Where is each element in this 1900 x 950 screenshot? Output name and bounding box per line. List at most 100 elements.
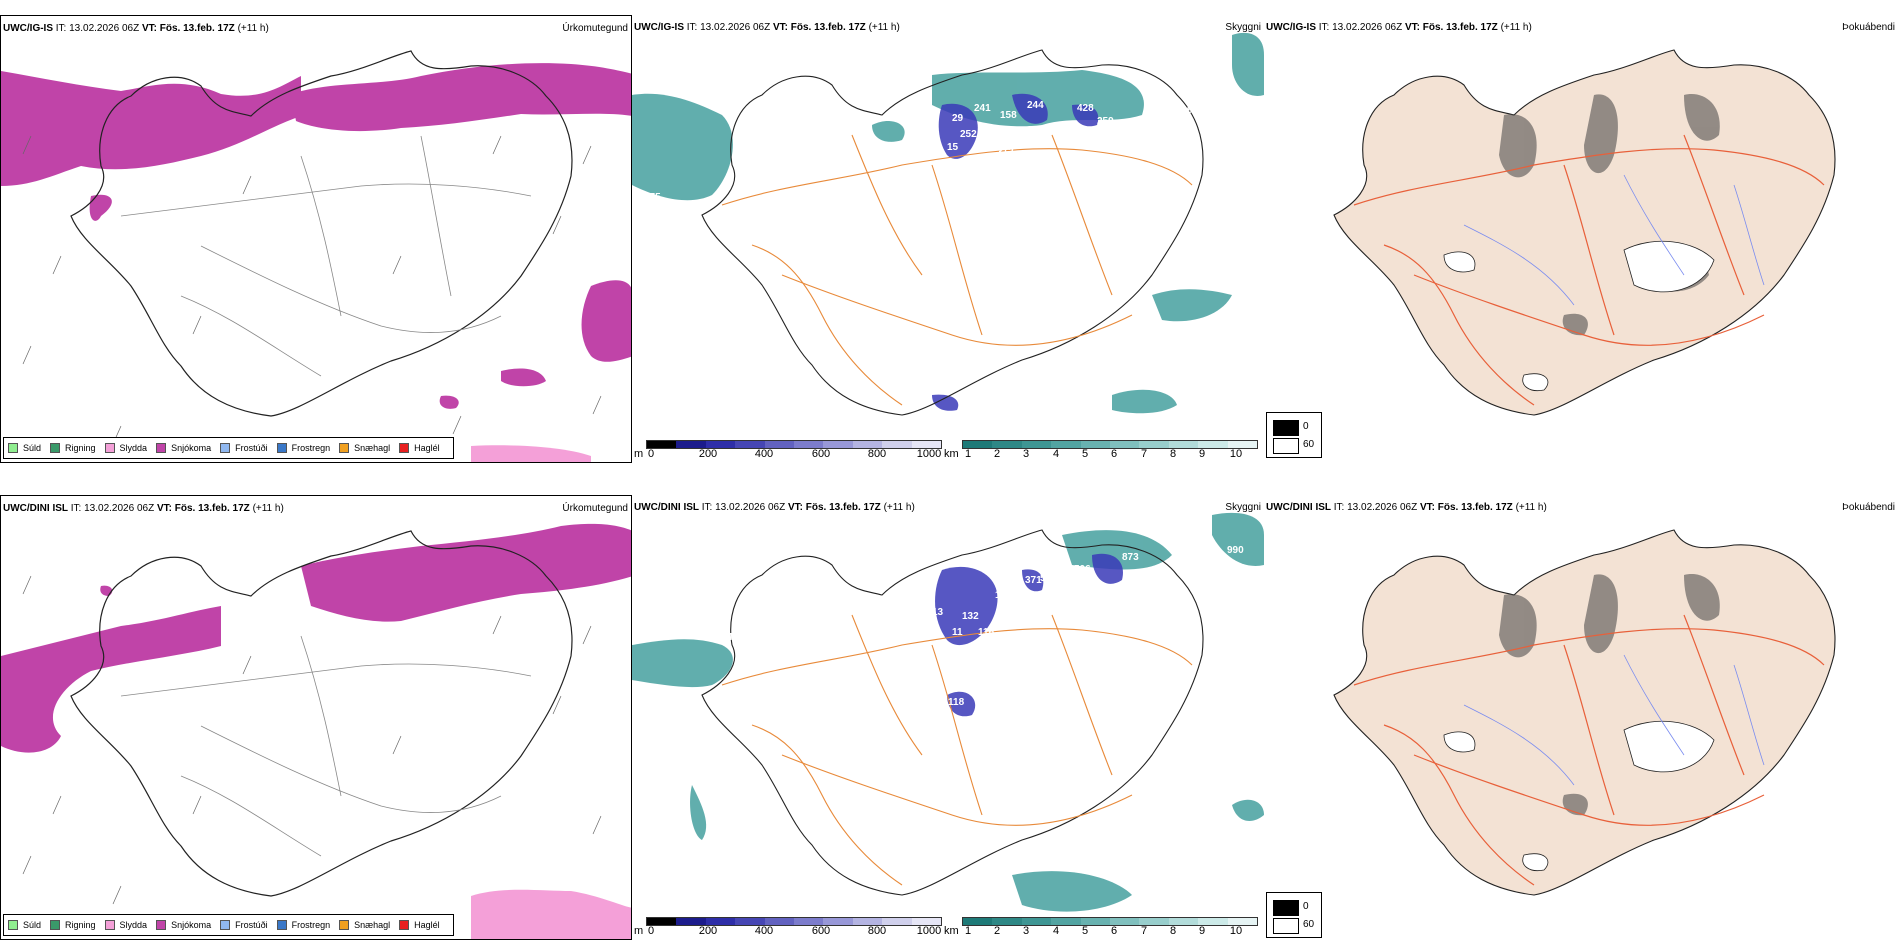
colorbar-tick: 800 (867, 448, 887, 460)
colorbar-bin (1168, 918, 1199, 925)
ceiling-label: 109 (1110, 586, 1127, 597)
precip-map (1, 50, 631, 462)
legend-item: Rigning (50, 920, 96, 930)
legend-swatch (8, 443, 18, 453)
ceiling-label: 221 (997, 576, 1014, 587)
legend-item: Slydda (104, 920, 147, 930)
ceiling-label: 983 (657, 204, 674, 215)
fog-legend-swatch-high (1273, 420, 1299, 436)
cloud-panel-row1: 875 983 485 230 886 21 18 29 241 158 244… (632, 15, 1264, 463)
fog-map (1333, 49, 1836, 416)
ceiling-label: 132 (962, 611, 979, 622)
ceiling-label: 482 (767, 617, 784, 628)
colorbar-bin (1227, 441, 1257, 448)
colorbar-tick: 400 (754, 925, 774, 937)
fog-map (1333, 529, 1836, 896)
legend-item: Snæhagl (339, 920, 390, 930)
colorbar-tick: 800 (867, 925, 887, 937)
visibility-colorbar: km 1 2 3 4 5 6 7 8 9 10 (944, 917, 1262, 937)
ceiling-label: 158 (1000, 110, 1017, 121)
colorbar-bin (676, 918, 706, 925)
colorbar-bin (676, 441, 706, 448)
legend-item: Haglél (399, 443, 440, 453)
ceiling-label: 16 (952, 167, 964, 178)
fog-panel-row1: UWC/IG-IS IT: 13.02.2026 06Z VT: Fös. 13… (1264, 15, 1900, 463)
ceiling-label: 244 (1027, 100, 1044, 111)
ceiling-label: 274 (972, 560, 989, 571)
colorbar-tick: 4 (1052, 925, 1060, 937)
colorbar-bin (705, 441, 736, 448)
colorbar-bin (1139, 918, 1169, 925)
blue-ceiling-areas (932, 93, 1099, 411)
colorbar-bin (793, 918, 824, 925)
fog-legend-swatch-low (1273, 918, 1299, 934)
legend-item: Súld (8, 920, 41, 930)
colorbar-tick: 3 (1022, 448, 1030, 460)
roads (721, 614, 1193, 886)
colorbar-tick: 600 (811, 448, 831, 460)
legend-swatch (399, 920, 410, 930)
ceiling-label: 241 (974, 103, 991, 114)
colorbar-bin (1198, 441, 1228, 448)
colorbar-tick: 0 (647, 448, 655, 460)
legend-swatch (8, 920, 18, 930)
ceiling-label: 993 (1187, 105, 1204, 116)
precip-legend: Súld Rigning Slydda Snjókoma Frostúði Fr… (3, 914, 454, 936)
fog-legend-label-low: 60 (1303, 919, 1315, 930)
ceiling-label: 281 (1027, 553, 1044, 564)
iceland-coastline (70, 50, 573, 417)
colorbar-bin (852, 441, 883, 448)
fog-legend-label-low: 60 (1303, 439, 1315, 450)
colorbar-bin (1021, 441, 1052, 448)
ceiling-label: 206 (972, 157, 989, 168)
ceiling-label: 990 (1227, 545, 1244, 556)
ceiling-label: 11 (952, 627, 963, 638)
colorbar-bin (911, 441, 941, 448)
blue-ceiling-areas (935, 553, 1123, 717)
ceiling-label: 428 (1077, 103, 1094, 114)
legend-swatch (156, 443, 167, 453)
colorbar-bin (1051, 918, 1081, 925)
precip-panel-row1: UWC/IG-IS IT: 13.02.2026 06Z VT: Fös. 13… (0, 15, 632, 463)
legend-swatch (276, 920, 287, 930)
rivers (1463, 174, 1765, 306)
teal-visibility-areas (632, 32, 1264, 414)
ceiling-colorbar: m 0 200 400 600 800 1000 (634, 440, 944, 460)
colorbar-tick: 5 (1081, 925, 1089, 937)
colorbar-unit: m (634, 448, 644, 460)
legend-swatch (399, 443, 410, 453)
ceiling-label: 194 (995, 590, 1012, 601)
colorbar-bin (1109, 918, 1140, 925)
legend-swatch (339, 443, 350, 453)
wind-barbs (22, 135, 602, 445)
panel-type-label: Þokuábendi (1842, 22, 1895, 33)
ceiling-label: 29 (952, 113, 964, 124)
colorbar-tick: 6 (1110, 925, 1118, 937)
colorbar-bin (852, 918, 883, 925)
rivers (1463, 654, 1765, 786)
colorbar-strip (962, 917, 1258, 926)
colorbar-strip (646, 440, 942, 449)
ceiling-label: 21 (850, 162, 862, 173)
precip-panel-row2: UWC/DINI ISL IT: 13.02.2026 06Z VT: Fös.… (0, 495, 632, 940)
ceiling-label: 252 (960, 129, 977, 140)
colorbar-bin (992, 918, 1022, 925)
glacier-areas (1443, 240, 1715, 392)
ceiling-label: 875 (644, 192, 661, 203)
wind-barbs (22, 575, 602, 905)
ceiling-label: 146 (996, 133, 1013, 144)
colorbar-bin (735, 441, 765, 448)
roads (120, 135, 532, 377)
legend-swatch (276, 443, 287, 453)
sleet-area (471, 445, 591, 462)
colorbar-bin (882, 918, 912, 925)
ceiling-label: 506 (1074, 564, 1091, 575)
colorbar-tick: 600 (811, 925, 831, 937)
ceiling-label: 873 (1122, 552, 1139, 563)
ceiling-label: 15 (947, 142, 959, 153)
ceiling-label: 551 (1040, 573, 1057, 584)
ceiling-label: 492 (747, 625, 764, 636)
ceiling-label: 259 (997, 561, 1014, 572)
panel-title: UWC/IG-IS IT: 13.02.2026 06Z VT: Fös. 13… (3, 23, 269, 34)
colorbar-bin (963, 918, 993, 925)
